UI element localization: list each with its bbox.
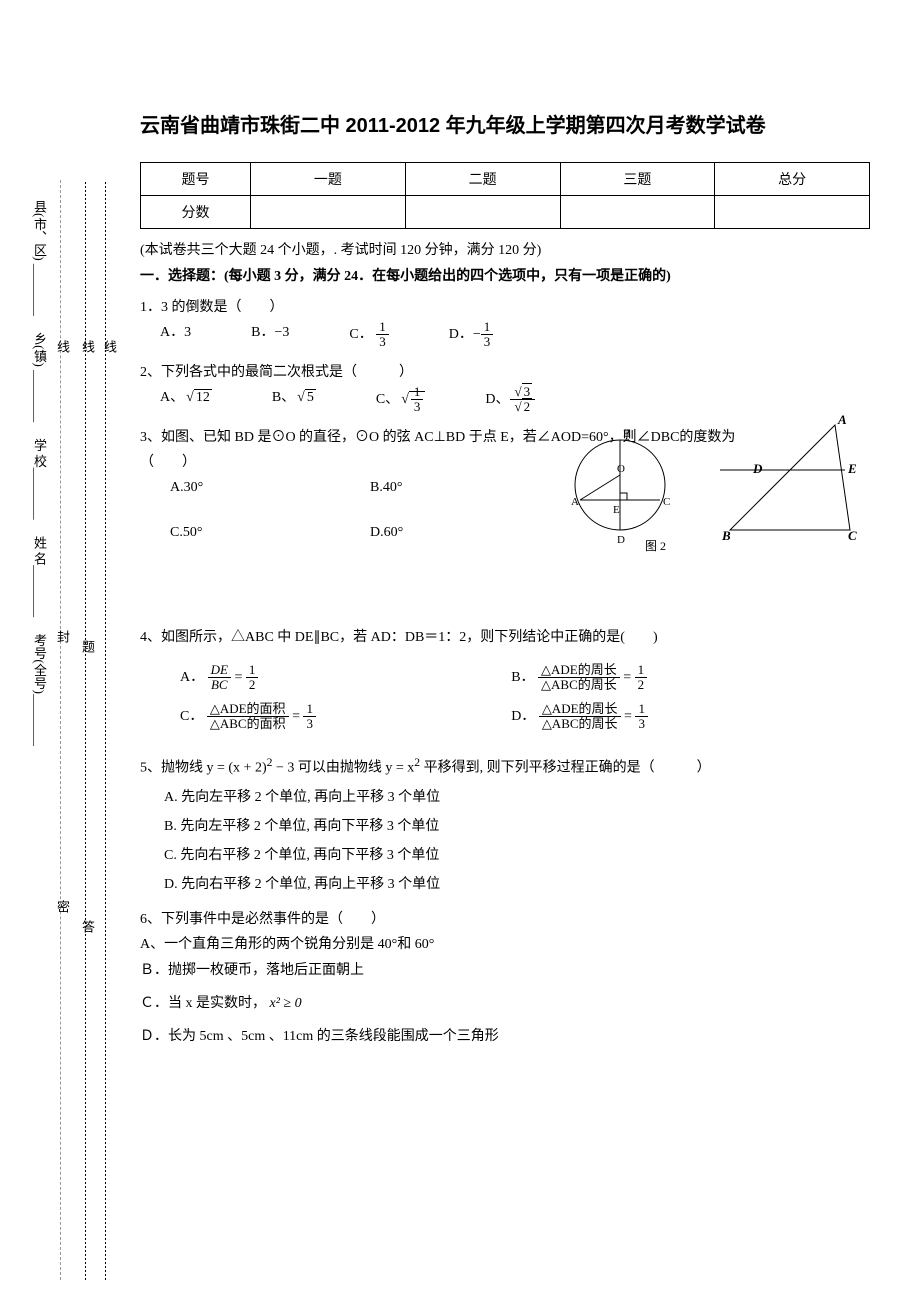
q3-opt-a: A.30° [170,475,310,500]
score-table: 题号 一题 二题 三题 总分 分数 [140,162,870,229]
q4-opt-b: B． △ADE的周长△ABC的周长 = 12 [511,663,842,693]
q5-opt-a: A. 先向左平移 2 个单位, 再向上平移 3 个单位 [164,785,870,810]
pt-A: A [571,496,579,508]
pt-B2: B [721,528,731,543]
q2-opt-b: B、5 [272,385,316,415]
q2-opt-d: D、32 [485,385,535,415]
exam-info: (本试卷共三个大题 24 个小题，. 考试时间 120 分钟，满分 120 分) [140,239,870,259]
q4-stem: 4、如图所示，△ABC 中 DE∥BC，若 AD：DB＝1：2，则下列结论中正确… [140,625,870,650]
q1-opt-c: C． 13 [349,320,388,350]
q2-stem: 2、下列各式中的最简二次根式是（ ） [140,360,870,385]
pt-D2: D [752,461,763,476]
q1-opt-a: A．3 [160,320,191,350]
q6-stem: 6、下列事件中是必然事件的是（ ） [140,907,870,932]
pt-B: B [623,428,630,440]
pt-C2: C [848,528,857,543]
q3-opt-d: D.60° [370,520,510,545]
field-examno: 考号(全号)________ [32,633,47,746]
col-label: 题号 [141,163,251,196]
q5-opt-d: D. 先向右平移 2 个单位, 再向上平移 3 个单位 [164,872,870,897]
rule-char-3: 线 [78,340,97,359]
pt-E2: E [847,461,857,476]
q4-opt-d: D． △ADE的周长△ABC的周长 = 13 [511,702,842,732]
rule-char-2: 题 [78,640,97,659]
score-header-row: 题号 一题 二题 三题 总分 [141,163,870,196]
q6-opt-c: Ｃ．当 x 是实数时， x² ≥ 0 [140,991,870,1016]
question-3: 3、如图、已知 BD 是⊙O 的直径，⊙O 的弦 AC⊥BD 于点 E，若∠AO… [140,425,870,546]
col-1: 一题 [251,163,406,196]
question-2: 2、下列各式中的最简二次根式是（ ） A、12 B、5 C、13 D、32 [140,360,870,415]
pt-E: E [613,504,620,516]
cell-3 [560,196,715,229]
seal-char-3: 线 [53,340,72,359]
rule-char-1: 答 [78,920,97,939]
pt-O: O [617,463,625,475]
question-6: 6、下列事件中是必然事件的是（ ） A、一个直角三角形的两个锐角分别是 40°和… [140,907,870,1049]
q5-stem: 5、抛物线 y = (x + 2)2 − 3 可以由抛物线 y = x2 平移得… [140,752,870,781]
q2-opt-a: A、12 [160,385,212,415]
field-school: 学 校________ [32,438,47,519]
q5-opt-b: B. 先向左平移 2 个单位, 再向下平移 3 个单位 [164,814,870,839]
q3-circle-figure: B O A C E D 图 2 [550,415,690,565]
cell-2 [405,196,560,229]
exam-title: 云南省曲靖市珠街二中 2011-2012 年九年级上学期第四次月考数学试卷 [140,110,870,142]
student-info-fields: 县(市、区) ________ 乡(镇) ________ 学 校_______… [30,200,49,1200]
pt-C: C [663,496,670,508]
seal-char-1: 密 [53,900,72,919]
q6-opt-b: Ｂ．抛掷一枚硬币，落地后正面朝上 [140,958,870,983]
question-5: 5、抛物线 y = (x + 2)2 − 3 可以由抛物线 y = x2 平移得… [140,752,870,898]
col-3: 三题 [560,163,715,196]
pt-D: D [617,534,625,546]
q3-opt-b: B.40° [370,475,510,500]
q3-triangle-figure: A D E B C [720,410,860,560]
field-name: 姓 名________ [32,536,47,617]
q5-opt-c: C. 先向右平移 2 个单位, 再向下平移 3 个单位 [164,843,870,868]
q3-opt-c: C.50° [170,520,310,545]
seal-char-2: 封 [53,630,72,649]
question-4: 4、如图所示，△ABC 中 DE∥BC，若 AD：DB＝1：2，则下列结论中正确… [140,625,870,741]
col-2: 二题 [405,163,560,196]
q6-opt-d: Ｄ．长为 5cm 、5cm 、11cm 的三条线段能围成一个三角形 [140,1024,870,1049]
col-total: 总分 [715,163,870,196]
row-label: 分数 [141,196,251,229]
question-1: 1．3 的倒数是（ ） A．3 B．−3 C． 13 D．−13 [140,295,870,350]
field-town: 乡(镇) ________ [32,332,47,422]
q4-opt-c: C． △ADE的面积△ABC的面积 = 13 [180,702,511,732]
rule2-char: 线 [100,340,119,359]
q1-stem: 1．3 的倒数是（ ） [140,295,870,320]
q1-opt-d: D．−13 [449,320,494,350]
q6-opt-a: A、一个直角三角形的两个锐角分别是 40°和 60° [140,932,870,957]
binding-margin: 县(市、区) ________ 乡(镇) ________ 学 校_______… [0,0,110,1302]
cell-1 [251,196,406,229]
section-1-head: 一．选择题：(每小题 3 分，满分 24．在每小题给出的四个选项中，只有一项是正… [140,265,870,285]
cell-total [715,196,870,229]
main-content: 云南省曲靖市珠街二中 2011-2012 年九年级上学期第四次月考数学试卷 题号… [140,0,870,1049]
q4-opt-a: A． DEBC = 12 [180,663,511,693]
fig2-label: 图 2 [645,539,666,553]
field-county: 县(市、区) ________ [32,200,47,316]
pt-A2: A [837,412,847,427]
q1-opt-b: B．−3 [251,320,289,350]
q2-opt-c: C、13 [376,385,426,415]
score-value-row: 分数 [141,196,870,229]
